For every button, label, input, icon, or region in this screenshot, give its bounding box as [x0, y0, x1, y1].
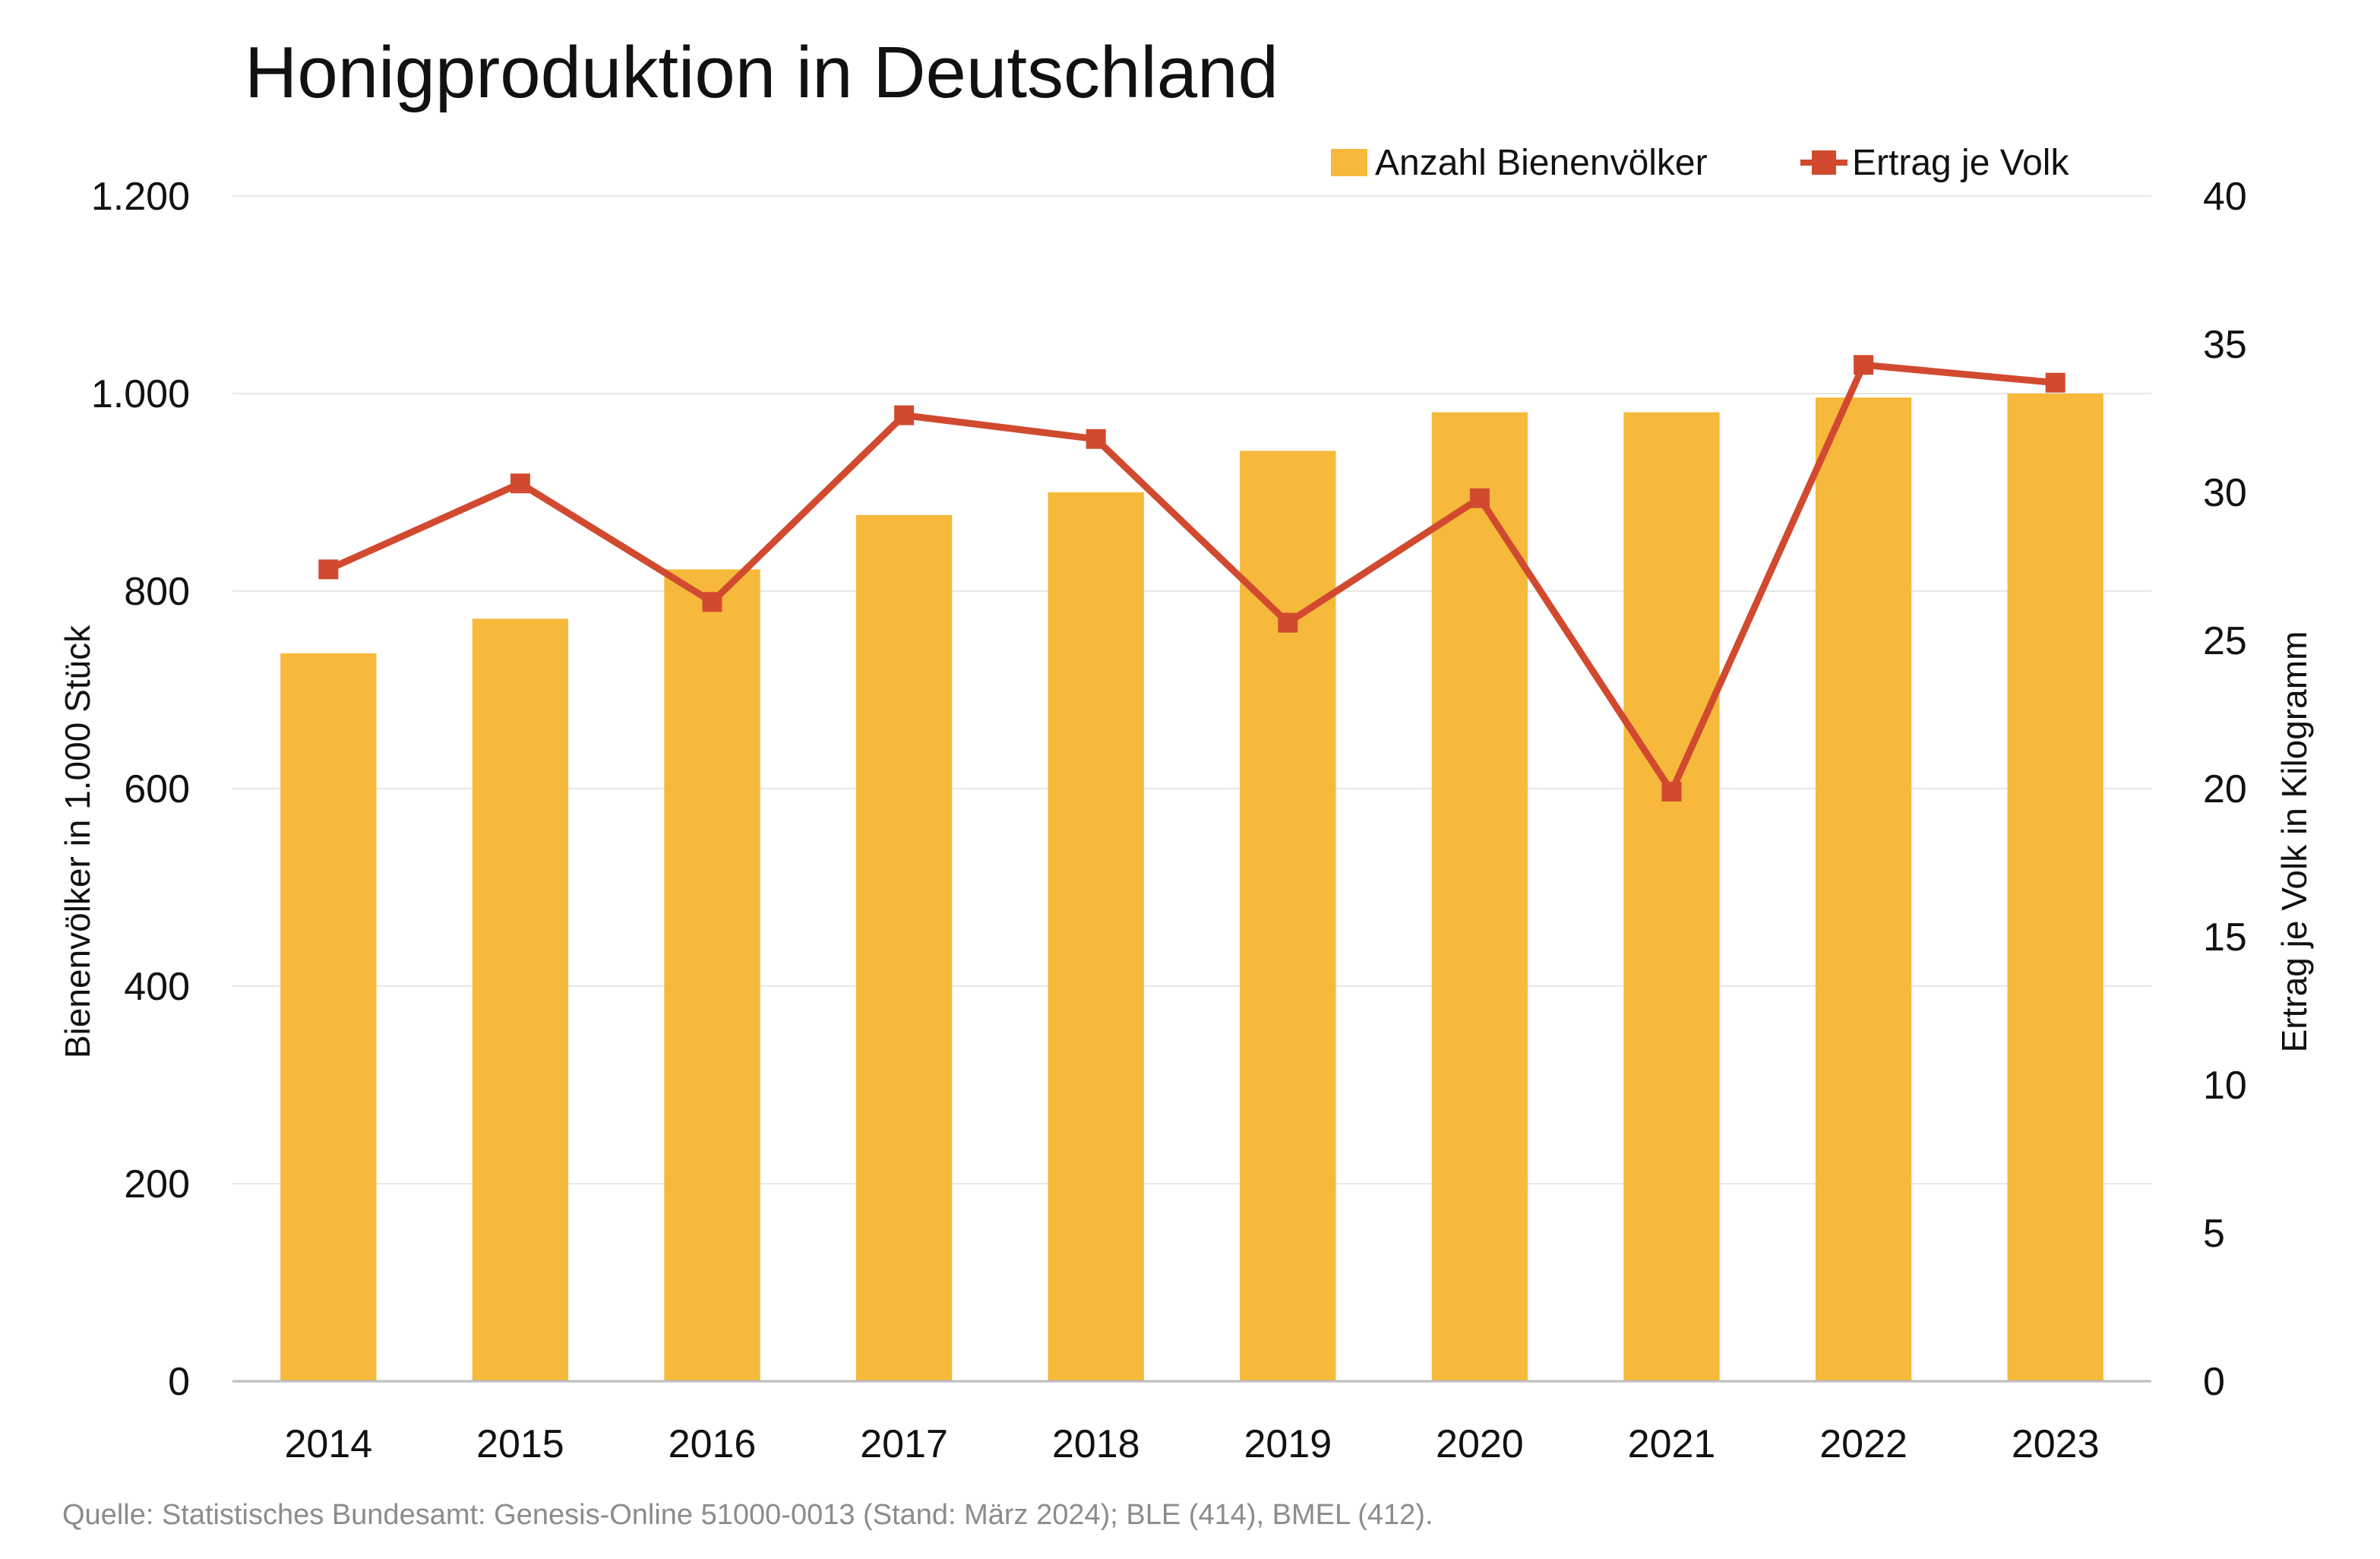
- x-tick-label: 2016: [668, 1422, 757, 1466]
- left-tick-label: 1.200: [91, 175, 190, 219]
- legend: Anzahl Bienenvölker Ertrag je Volk: [1331, 143, 2069, 183]
- bar: [472, 618, 569, 1381]
- right-tick-label: 35: [2203, 323, 2247, 367]
- line-point: [318, 559, 339, 580]
- x-axis-ticks: 2014 2015 2016 2017 2018 2019 2020 2021 2022 2023: [284, 1422, 2099, 1466]
- line-point: [1854, 355, 1874, 375]
- bar: [2007, 394, 2103, 1381]
- x-tick-label: 2017: [860, 1422, 948, 1466]
- legend-label-bar: Anzahl Bienenvölker: [1375, 143, 1708, 183]
- bar-series: [280, 394, 2103, 1382]
- legend-swatch-marker: [1812, 150, 1836, 175]
- left-tick-label: 1.000: [91, 372, 190, 416]
- right-tick-label: 0: [2203, 1360, 2225, 1404]
- line-point: [2045, 372, 2066, 393]
- left-tick-label: 200: [124, 1162, 190, 1206]
- right-tick-label: 25: [2203, 619, 2247, 663]
- right-tick-label: 30: [2203, 471, 2247, 515]
- left-tick-label: 400: [124, 965, 190, 1009]
- left-tick-label: 600: [124, 767, 190, 811]
- line-point: [1469, 488, 1490, 508]
- x-tick-label: 2021: [1628, 1422, 1716, 1466]
- bar: [1048, 492, 1144, 1381]
- x-tick-label: 2023: [2012, 1422, 2100, 1466]
- right-tick-label: 20: [2203, 767, 2247, 811]
- right-axis-label: Ertrag je Volk in Kilogramm: [2274, 631, 2314, 1053]
- bar: [1431, 412, 1528, 1382]
- chart-title: Honigproduktion in Deutschland: [245, 32, 1278, 113]
- line-point: [894, 405, 915, 425]
- bar: [280, 653, 377, 1381]
- line-point: [1278, 612, 1298, 633]
- left-axis-ticks: 0 200 400 600 800 1.000 1.200: [91, 175, 190, 1404]
- line-point: [1661, 781, 1682, 802]
- bar: [1623, 412, 1720, 1382]
- right-tick-label: 15: [2203, 915, 2247, 960]
- x-tick-label: 2018: [1052, 1422, 1140, 1466]
- left-tick-label: 0: [168, 1360, 190, 1404]
- right-axis-ticks: 0 5 10 15 20 25 30 35 40: [2203, 175, 2247, 1404]
- source-note: Quelle: Statistisches Bundesamt: Genesis…: [62, 1499, 1433, 1531]
- line-point: [1086, 428, 1106, 449]
- bar: [855, 514, 953, 1381]
- x-tick-label: 2015: [476, 1422, 564, 1466]
- x-tick-label: 2019: [1244, 1422, 1332, 1466]
- right-tick-label: 5: [2203, 1212, 2225, 1256]
- line-point: [702, 592, 722, 612]
- right-tick-label: 40: [2203, 175, 2247, 219]
- bar: [1815, 397, 1912, 1382]
- line-series: [318, 355, 2066, 802]
- left-tick-label: 800: [124, 570, 190, 614]
- legend-label-line: Ertrag je Volk: [1852, 143, 2069, 183]
- x-tick-label: 2014: [284, 1422, 372, 1466]
- x-tick-label: 2022: [1819, 1422, 1907, 1466]
- line-point: [510, 473, 530, 494]
- left-axis-label: Bienenvölker in 1.000 Stück: [58, 625, 97, 1058]
- bar: [664, 569, 760, 1381]
- x-tick-label: 2020: [1436, 1422, 1524, 1466]
- legend-swatch-bar: [1331, 149, 1367, 176]
- series-line: [327, 361, 2056, 795]
- right-tick-label: 10: [2203, 1064, 2247, 1108]
